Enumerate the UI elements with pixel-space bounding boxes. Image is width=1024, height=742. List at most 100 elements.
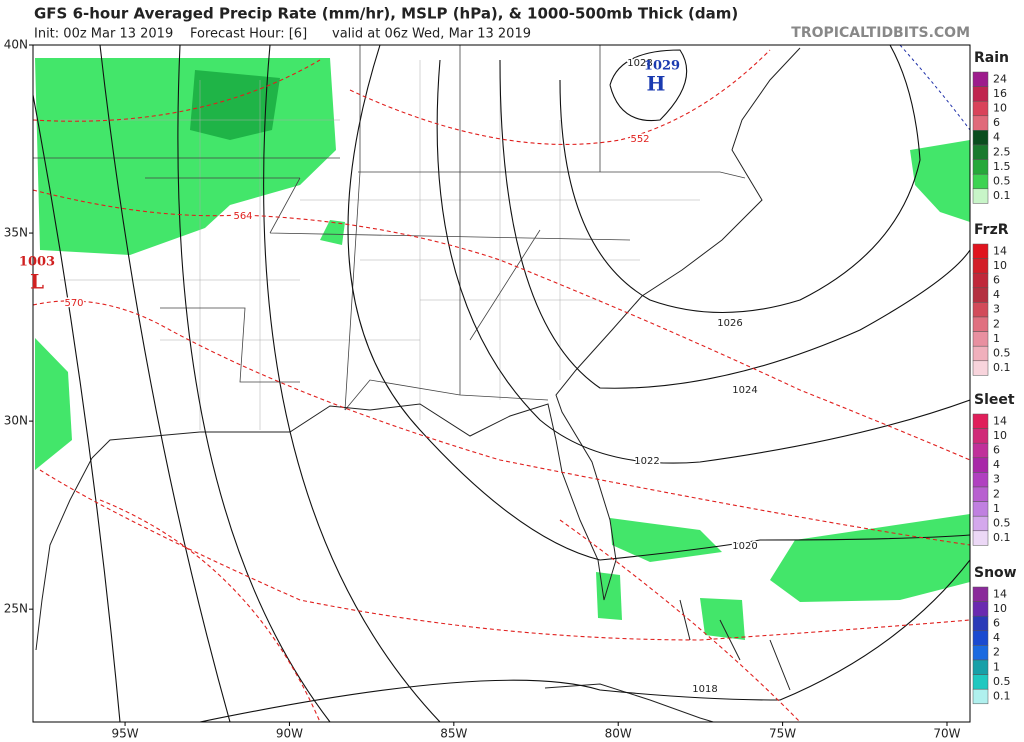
legend-swatch <box>972 457 989 473</box>
legend-label: 10 <box>993 602 1007 615</box>
isobar-label: 1026 <box>717 318 742 329</box>
legend-label: 0.5 <box>993 517 1011 530</box>
lon-label: 70W <box>933 727 960 741</box>
low-symbol: L <box>30 270 44 294</box>
forecast-hour: Forecast Hour: [6] <box>190 27 307 42</box>
thickness-552 <box>33 49 771 145</box>
legend-label: 3 <box>993 303 1000 316</box>
legend-label: 4 <box>993 288 1000 301</box>
legend-label: 0.1 <box>993 189 1011 202</box>
legend-swatch <box>972 173 989 190</box>
legend-swatch <box>972 515 989 532</box>
isobar-1024 <box>499 59 970 389</box>
precip-area <box>596 572 622 620</box>
isobar-1026 <box>559 45 921 313</box>
high-pressure: 1029 <box>644 59 680 74</box>
legend-swatch <box>972 645 989 661</box>
legend-title: Rain <box>974 50 1009 66</box>
legend-label: 1 <box>993 332 1000 345</box>
legend-label: 16 <box>993 87 1007 100</box>
counties <box>60 60 700 430</box>
precip <box>35 58 970 640</box>
legend-label: 14 <box>993 244 1007 257</box>
lon-label: 95W <box>111 727 138 741</box>
isobar <box>263 45 441 722</box>
isobar <box>99 45 231 722</box>
legend-label: 1 <box>993 660 1000 673</box>
legend-swatch <box>972 130 989 146</box>
legend-label: 10 <box>993 259 1007 272</box>
legend-label: 0.5 <box>993 675 1011 688</box>
legend-label: 2 <box>993 646 1000 659</box>
thickness-540 <box>899 45 970 131</box>
isobar-label: 1024 <box>732 385 757 396</box>
legend-label: 4 <box>993 631 1000 644</box>
high-symbol: H <box>647 72 666 96</box>
legend-label: 0.1 <box>993 361 1011 374</box>
legend-swatch <box>972 86 989 102</box>
thickness-label: 552 <box>630 134 649 145</box>
title: GFS 6-hour Averaged Precip Rate (mm/hr),… <box>34 5 738 23</box>
legend-swatch <box>972 674 989 690</box>
init-time: Init: 00z Mar 13 2019 <box>34 27 173 42</box>
precip-area <box>320 220 345 245</box>
county-lines <box>60 60 700 430</box>
legend-swatch <box>972 243 989 259</box>
legend-label: 1 <box>993 502 1000 515</box>
legend-label: 4 <box>993 131 1000 144</box>
legend-swatch <box>972 472 989 488</box>
isobar <box>177 45 331 722</box>
isobar-1022 <box>436 59 970 464</box>
isobar-label: 1018 <box>692 684 717 695</box>
thickness-570 <box>33 300 970 546</box>
valid-time: valid at 06z Wed, Mar 13 2019 <box>332 27 531 42</box>
thickness <box>33 45 970 722</box>
legend-label: 4 <box>993 458 1000 471</box>
legend-swatch <box>972 615 989 632</box>
lon-label: 80W <box>605 727 632 741</box>
legend-swatch <box>972 530 989 546</box>
bahamas <box>679 599 791 691</box>
legend-label: 6 <box>993 116 1000 129</box>
isobars <box>33 45 970 722</box>
lon-label: 90W <box>276 727 303 741</box>
legend-label: 6 <box>993 617 1000 630</box>
legend-label: 24 <box>993 72 1007 85</box>
legend-swatch <box>972 258 989 274</box>
precip-area <box>35 338 72 470</box>
isobar-1020 <box>347 45 970 561</box>
legend-swatch <box>972 688 989 705</box>
legend-label: 14 <box>993 587 1007 600</box>
precip-area <box>610 518 722 562</box>
legend-label: 3 <box>993 473 1000 486</box>
legend-label: 2 <box>993 487 1000 500</box>
legend-label: 1.5 <box>993 160 1011 173</box>
legend-label: 0.1 <box>993 690 1011 703</box>
legend-swatch <box>972 360 989 376</box>
legend-label: 2.5 <box>993 145 1011 158</box>
legend-swatch <box>972 586 989 602</box>
legend-swatch <box>972 287 989 303</box>
legend-label: 0.1 <box>993 531 1011 544</box>
legend-swatch <box>972 272 989 289</box>
legend-swatch <box>972 115 989 131</box>
legend-swatch <box>972 331 989 347</box>
legend-swatch <box>972 159 989 175</box>
isobar <box>33 94 121 722</box>
legend-swatch <box>972 601 989 617</box>
low-pressure: 1003 <box>19 255 55 270</box>
thickness-label: 564 <box>233 211 252 222</box>
lon-label: 85W <box>440 727 467 741</box>
coastline <box>35 457 93 651</box>
legend-swatch <box>972 302 989 318</box>
isobar-label: 1028 <box>627 58 652 69</box>
legend-swatch <box>972 659 989 675</box>
legend-swatch <box>972 71 989 87</box>
isobar-label: 1022 <box>634 456 659 467</box>
lat-label: 40N <box>4 38 28 52</box>
legend-label: 10 <box>993 429 1007 442</box>
legend-swatch <box>972 188 989 204</box>
legend-title: Snow <box>974 565 1017 581</box>
